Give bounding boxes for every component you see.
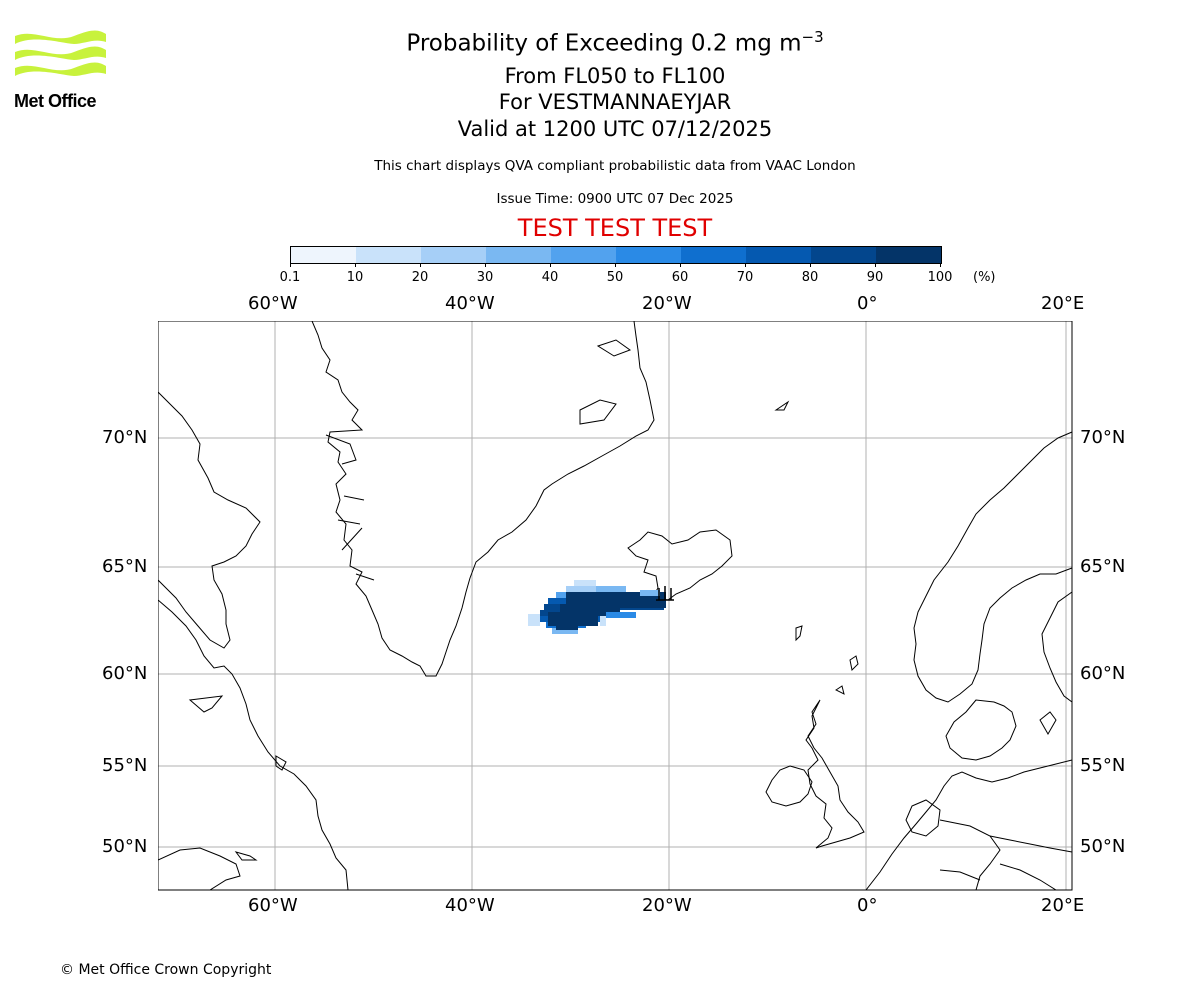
- compliance-note: This chart displays QVA compliant probab…: [374, 158, 856, 174]
- colorbar-tick-label: 50: [606, 270, 624, 285]
- title-text: Probability of Exceeding 0.2 mg m: [406, 30, 802, 57]
- colorbar-tick-label: 70: [736, 270, 754, 285]
- lat-label-left: 65°N: [102, 556, 148, 577]
- plume-cell: [574, 580, 596, 586]
- colorbar-tick-mark: [550, 263, 551, 267]
- colorbar-tick-mark: [615, 263, 616, 267]
- lon-label-bottom: 0°: [857, 895, 878, 916]
- colorbar-segment: [486, 247, 551, 263]
- colorbar-tick-mark: [485, 263, 486, 267]
- europe-coast: [865, 759, 1073, 891]
- lat-label-left: 50°N: [102, 836, 148, 857]
- colorbar-tick-label: 90: [866, 270, 884, 285]
- lat-label-right: 70°N: [1080, 427, 1126, 448]
- colorbar-unit: (%): [973, 270, 996, 285]
- plume-cell: [596, 586, 626, 592]
- plume-cell: [640, 590, 660, 596]
- colorbar-segment: [551, 247, 616, 263]
- colorbar-tick-label: 40: [541, 270, 559, 285]
- plume-cell: [606, 612, 636, 618]
- met-office-waves-icon: [15, 30, 106, 76]
- lon-label-top: 0°: [857, 293, 878, 314]
- colorbar-tick-label: 60: [671, 270, 689, 285]
- plume-cell: [620, 604, 666, 608]
- lat-label-left: 55°N: [102, 755, 148, 776]
- issue-time: Issue Time: 0900 UTC 07 Dec 2025: [496, 191, 734, 207]
- coastlines: [158, 321, 1073, 891]
- lat-label-right: 60°N: [1080, 663, 1126, 684]
- lon-label-top: 20°W: [642, 293, 692, 314]
- colorbar-tick-mark: [680, 263, 681, 267]
- plume-cell: [566, 586, 610, 592]
- lon-label-bottom: 60°W: [248, 895, 298, 916]
- volcano-name: For VESTMANNAEYJAR: [498, 90, 732, 114]
- colorbar-segment: [811, 247, 876, 263]
- colorbar-tick-mark: [940, 263, 941, 267]
- colorbar-tick-label: 10: [346, 270, 364, 285]
- colorbar-segment: [681, 247, 746, 263]
- iceland-coast: [627, 529, 733, 601]
- colorbar-tick-label: 20: [411, 270, 429, 285]
- lon-label-top: 60°W: [248, 293, 298, 314]
- lat-label-left: 60°N: [102, 663, 148, 684]
- lat-label-right: 65°N: [1080, 556, 1126, 577]
- valid-time: Valid at 1200 UTC 07/12/2025: [457, 117, 773, 141]
- title-exponent: −3: [801, 28, 824, 46]
- flight-level-range: From FL050 to FL100: [504, 64, 726, 88]
- ash-plume: [528, 580, 666, 634]
- plume-cell: [556, 624, 578, 630]
- colorbar-tick-label: 80: [801, 270, 819, 285]
- lon-label-bottom: 40°W: [445, 895, 495, 916]
- lon-label-bottom: 20°W: [642, 895, 692, 916]
- colorbar-tick-mark: [745, 263, 746, 267]
- plume-cell: [528, 614, 540, 626]
- gridlines: [158, 321, 1072, 890]
- lat-label-right: 55°N: [1080, 755, 1126, 776]
- met-office-logo: Met Office: [14, 30, 109, 112]
- scandinavia-coast: [913, 431, 1073, 703]
- colorbar-tick-mark: [420, 263, 421, 267]
- colorbar-segment: [746, 247, 811, 263]
- lat-label-left: 70°N: [102, 427, 148, 448]
- colorbar-segment: [876, 247, 941, 263]
- chart-title: Probability of Exceeding 0.2 mg m−3: [15, 28, 1200, 57]
- colorbar-tick-label: 100: [927, 270, 953, 285]
- colorbar-tick-label: 0.1: [279, 270, 301, 285]
- plume-cell: [548, 612, 598, 626]
- greenland-coast: [311, 321, 655, 677]
- canada-coast: [158, 391, 261, 649]
- colorbar-segment: [291, 247, 356, 263]
- volcano-source-icon: [656, 586, 674, 601]
- logo-text: Met Office: [14, 91, 97, 111]
- lon-label-top: 40°W: [445, 293, 495, 314]
- map-panel: [158, 321, 1073, 891]
- lat-label-right: 50°N: [1080, 836, 1126, 857]
- plume-cell: [552, 628, 578, 634]
- colorbar-tick-mark: [290, 263, 291, 267]
- colorbar-tick-label: 30: [476, 270, 494, 285]
- lon-label-top: 20°E: [1041, 293, 1085, 314]
- colorbar-tick-mark: [355, 263, 356, 267]
- colorbar-tick-mark: [810, 263, 811, 267]
- colorbar-tick-mark: [875, 263, 876, 267]
- colorbar: [290, 246, 942, 264]
- colorbar-segment: [356, 247, 421, 263]
- colorbar-segment: [421, 247, 486, 263]
- uk-coast: [805, 699, 865, 849]
- test-banner: TEST TEST TEST: [517, 214, 713, 242]
- lon-label-bottom: 20°E: [1041, 895, 1085, 916]
- colorbar-segment: [616, 247, 681, 263]
- copyright: © Met Office Crown Copyright: [60, 962, 272, 978]
